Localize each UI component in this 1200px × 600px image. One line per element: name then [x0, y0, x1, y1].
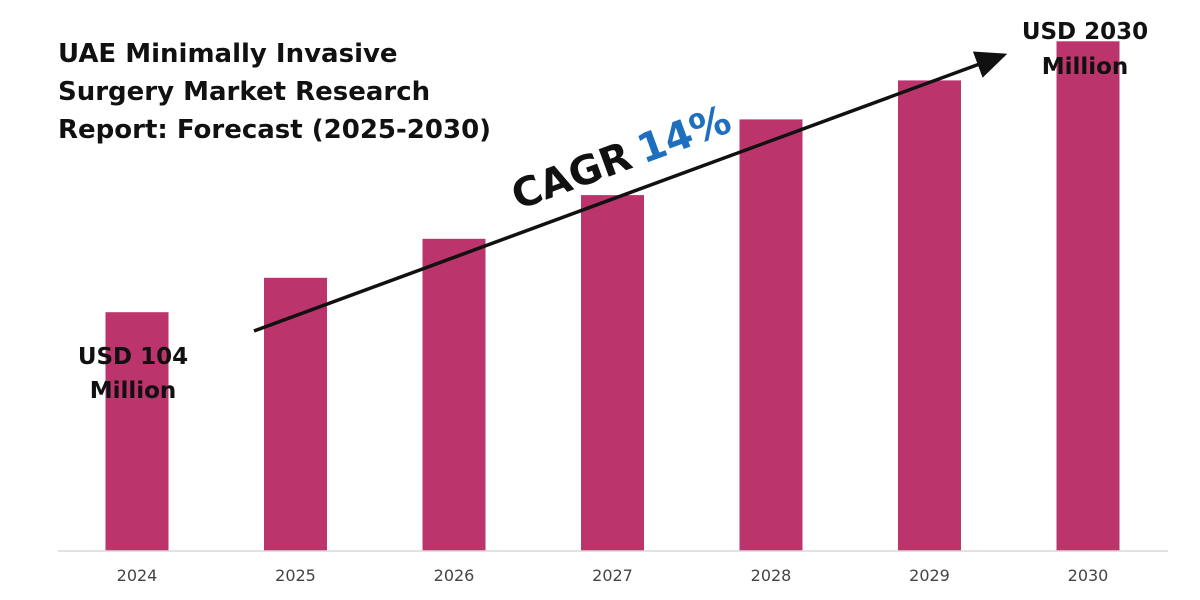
chart-title-line-1: UAE Minimally Invasive: [58, 39, 398, 69]
x-tick-labels: 2024 2025 2026 2027 2028 2029 2030: [117, 566, 1109, 585]
x-tick-2024: 2024: [117, 566, 158, 585]
bar-2025: [264, 277, 327, 551]
cagr-value: 14%: [631, 97, 737, 173]
end-value-line-1: USD 2030: [1022, 19, 1148, 45]
bar-2030: [1056, 41, 1120, 552]
bar-2024: [105, 312, 169, 551]
x-tick-2030: 2030: [1068, 566, 1109, 585]
start-value-line-2: Million: [90, 378, 177, 404]
x-tick-2026: 2026: [434, 566, 475, 585]
bar-2028: [739, 119, 803, 552]
chart-title-line-2: Surgery Market Research: [58, 77, 430, 107]
bars-layer: [105, 41, 1120, 552]
bar-2029: [898, 80, 961, 552]
end-value-line-2: Million: [1042, 54, 1129, 80]
chart-title-line-3: Report: Forecast (2025-2030): [58, 115, 491, 145]
x-tick-2027: 2027: [592, 566, 633, 585]
x-tick-2025: 2025: [275, 566, 316, 585]
x-tick-2028: 2028: [751, 566, 792, 585]
bar-2026: [422, 238, 486, 552]
bar-2027: [581, 195, 644, 551]
x-tick-2029: 2029: [909, 566, 950, 585]
growth-arrow: [253, 51, 1008, 333]
start-value-line-1: USD 104: [78, 344, 188, 370]
